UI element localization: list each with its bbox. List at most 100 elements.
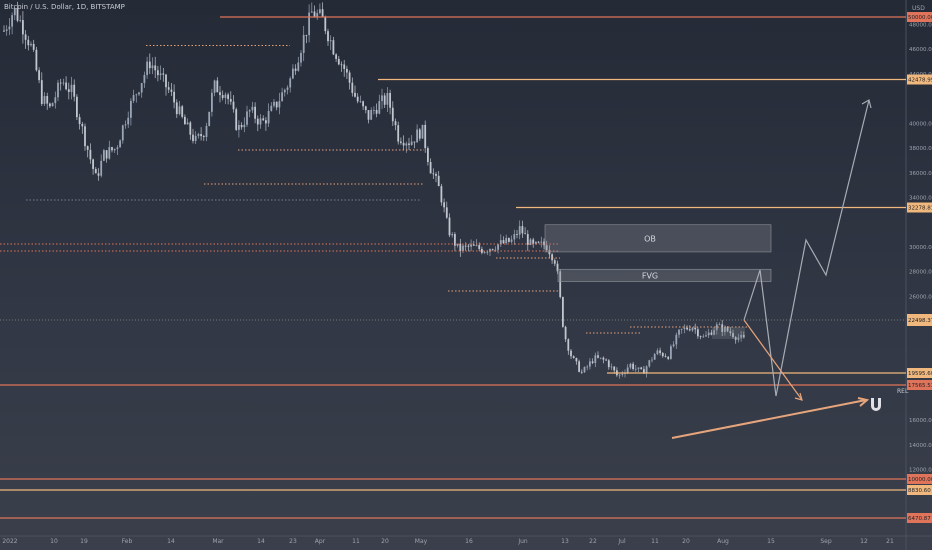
candle-body [397, 125, 400, 142]
candle-body [597, 355, 599, 358]
candle-body [702, 336, 705, 338]
candle-body [518, 226, 521, 235]
key-level-price-label: 19595.60 [908, 371, 932, 377]
candle-body [24, 34, 27, 40]
candle-body [297, 62, 300, 71]
candle-body [435, 173, 437, 176]
candle-body [335, 54, 337, 59]
candle-body [454, 234, 456, 246]
candle-body [580, 371, 583, 373]
candle-body [742, 335, 745, 338]
candle-body [11, 15, 13, 27]
time-tick-label: Sep [820, 538, 832, 545]
candle-body [51, 103, 54, 107]
candle-body [418, 129, 421, 139]
candle-body [737, 337, 740, 340]
candle-body [629, 363, 632, 368]
candle-body [19, 20, 22, 21]
candle-body [254, 106, 256, 119]
candle-body [456, 243, 459, 246]
candle-body [108, 147, 111, 159]
candle-body [302, 34, 305, 53]
candle-body [499, 240, 502, 245]
candle-body [362, 101, 364, 107]
candle-body [578, 361, 580, 372]
candle-body [81, 123, 84, 127]
trend-arrow-line [671, 399, 867, 439]
candle-body [508, 237, 510, 242]
candle-body [5, 29, 8, 31]
candle-body [564, 326, 567, 340]
candle-body [270, 105, 273, 111]
candle-body [262, 118, 265, 121]
candle-body [119, 140, 121, 148]
candle-body [583, 366, 586, 373]
candle-body [653, 354, 656, 360]
candle-body [510, 239, 513, 242]
time-tick-label: 2022 [2, 538, 17, 545]
candle-body [197, 134, 200, 136]
candle-body [543, 241, 545, 246]
candle-body [192, 134, 194, 141]
candle-body [683, 327, 686, 329]
candle-body [670, 346, 672, 359]
time-tick-label: Apr [315, 538, 326, 545]
order-block-label: OB [644, 234, 656, 243]
price-tick-label: 12000.00 [909, 468, 932, 474]
candle-body [686, 327, 688, 330]
time-tick-label: 19 [80, 538, 88, 545]
price-tick-label: 34000.00 [909, 196, 932, 202]
key-level-price-label: 17565.53 [908, 383, 932, 389]
candle-body [524, 233, 526, 235]
fair-value-gap-zone [557, 268, 772, 282]
candle-body [175, 102, 178, 115]
candle-body [84, 126, 86, 147]
candle-body [351, 82, 354, 93]
key-level-price-tag [907, 74, 932, 85]
candle-body [678, 329, 680, 335]
candle-body [135, 94, 138, 96]
candle-body [464, 245, 467, 247]
candle-body [43, 96, 46, 104]
time-tick-label: Aug [717, 538, 729, 545]
candle-body [632, 363, 634, 370]
candle-body [300, 52, 302, 63]
candle-body [664, 356, 667, 357]
candle-body [718, 324, 721, 326]
candle-body [356, 96, 359, 102]
candle-body [443, 202, 445, 208]
candle-body [89, 149, 92, 160]
candle-body [462, 245, 464, 251]
candle-body [661, 353, 664, 357]
key-level-price-label: 42478.99 [908, 78, 932, 84]
candle-body [381, 95, 383, 102]
candle-body [124, 124, 127, 126]
candle-body [286, 87, 289, 90]
candle-body [602, 357, 605, 360]
candle-body [194, 135, 197, 141]
candle-body [251, 106, 254, 111]
key-level-price-tag [907, 202, 932, 213]
candle-body [219, 92, 221, 96]
candle-body [513, 234, 516, 240]
key-level-price-tag [907, 12, 932, 22]
candle-body [497, 244, 499, 250]
candle-body [589, 361, 591, 367]
candle-body [310, 11, 313, 13]
candle-body [232, 101, 235, 110]
candle-body [103, 150, 105, 161]
trend-arrowhead [857, 397, 870, 407]
candle-body [707, 332, 710, 336]
candle-body [200, 134, 202, 137]
candle-body [213, 80, 216, 93]
candle-body [529, 239, 532, 245]
candle-body [121, 125, 124, 141]
candle-body [410, 141, 413, 145]
time-tick-label: 11 [651, 538, 659, 545]
candle-body [697, 329, 699, 337]
candle-body [59, 82, 62, 84]
time-tick-label: May [415, 538, 428, 545]
candle-body [238, 125, 240, 130]
